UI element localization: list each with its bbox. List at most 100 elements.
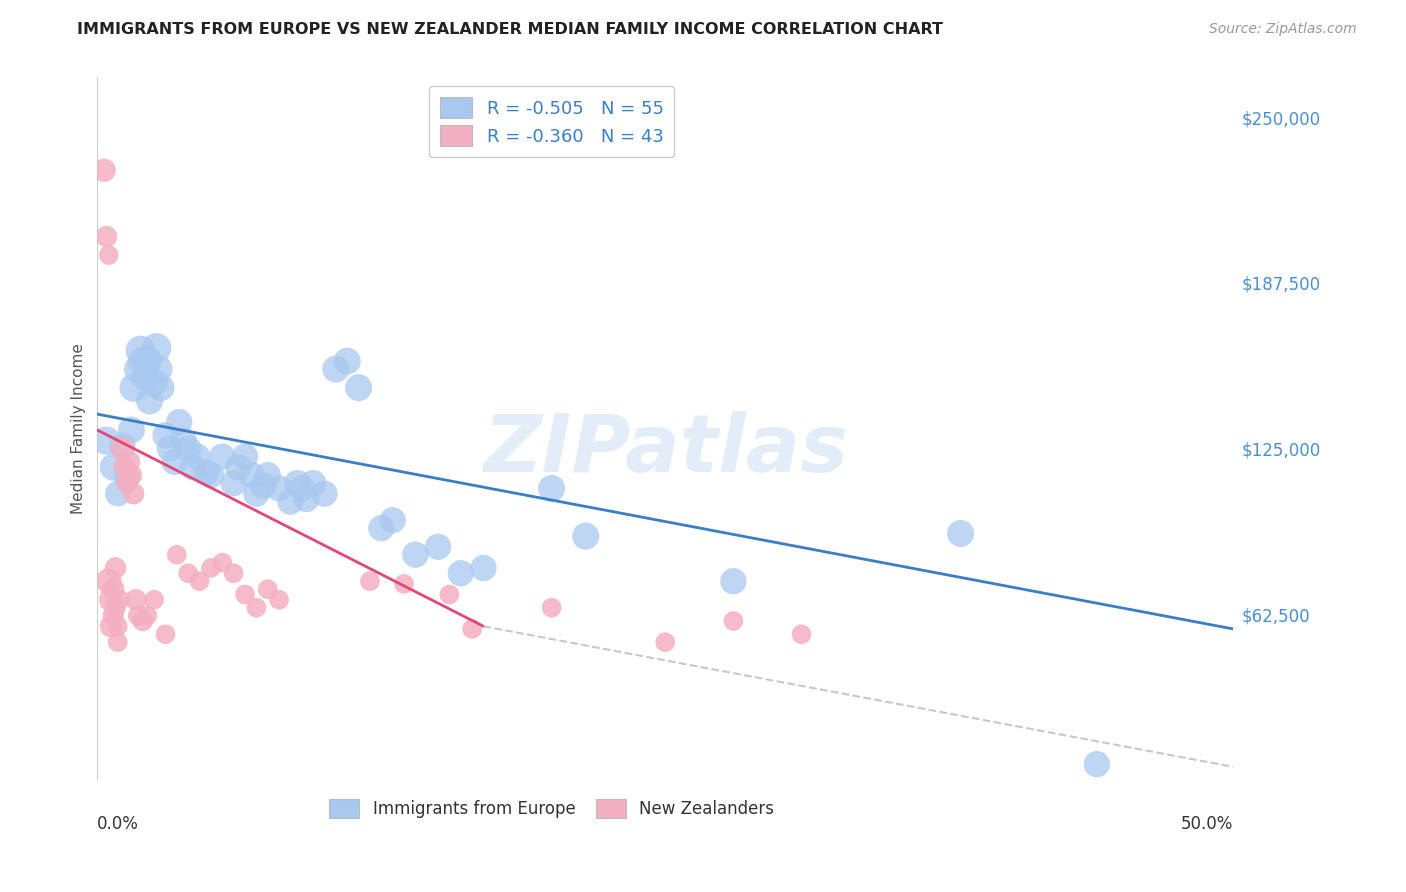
Point: [540, 600, 562, 615]
Point: [107, 486, 129, 500]
Point: [472, 561, 495, 575]
Point: [949, 526, 972, 541]
Point: [145, 341, 167, 355]
Point: [166, 548, 188, 562]
Point: [427, 540, 450, 554]
Point: [233, 450, 256, 464]
Point: [148, 362, 170, 376]
Point: [245, 486, 267, 500]
Point: [111, 442, 134, 456]
Point: [314, 486, 336, 500]
Point: [222, 566, 245, 581]
Point: [132, 614, 155, 628]
Point: [132, 354, 155, 368]
Y-axis label: Median Family Income: Median Family Income: [72, 343, 86, 514]
Point: [114, 460, 136, 475]
Point: [195, 466, 218, 480]
Point: [111, 439, 134, 453]
Point: [177, 442, 200, 456]
Point: [267, 482, 290, 496]
Point: [181, 460, 204, 475]
Point: [381, 513, 404, 527]
Point: [122, 381, 145, 395]
Point: [100, 592, 122, 607]
Point: [252, 479, 274, 493]
Point: [267, 592, 290, 607]
Point: [256, 468, 278, 483]
Point: [188, 574, 211, 589]
Point: [104, 561, 127, 575]
Point: [127, 362, 149, 376]
Point: [450, 566, 472, 581]
Point: [245, 600, 267, 615]
Point: [167, 415, 190, 429]
Point: [285, 476, 308, 491]
Point: [108, 592, 131, 607]
Point: [404, 548, 426, 562]
Point: [122, 486, 145, 500]
Point: [143, 592, 166, 607]
Point: [291, 482, 314, 496]
Point: [107, 635, 129, 649]
Text: ZIPatlas: ZIPatlas: [482, 411, 848, 489]
Point: [120, 468, 142, 483]
Point: [127, 608, 149, 623]
Point: [136, 354, 159, 368]
Point: [200, 561, 222, 575]
Point: [177, 566, 200, 581]
Point: [129, 343, 152, 358]
Point: [654, 635, 676, 649]
Point: [96, 229, 118, 244]
Point: [115, 476, 138, 491]
Point: [240, 468, 263, 483]
Point: [134, 370, 156, 384]
Point: [211, 556, 233, 570]
Point: [173, 434, 195, 448]
Legend: Immigrants from Europe, New Zealanders: Immigrants from Europe, New Zealanders: [323, 792, 780, 824]
Point: [103, 608, 125, 623]
Point: [392, 577, 415, 591]
Point: [461, 622, 484, 636]
Point: [149, 381, 172, 395]
Point: [280, 494, 302, 508]
Point: [295, 491, 318, 506]
Point: [370, 521, 392, 535]
Point: [143, 376, 166, 390]
Point: [336, 354, 359, 368]
Point: [222, 476, 245, 491]
Point: [136, 608, 159, 623]
Point: [359, 574, 381, 589]
Point: [103, 582, 125, 596]
Point: [155, 627, 177, 641]
Point: [120, 423, 142, 437]
Point: [186, 450, 208, 464]
Point: [125, 592, 148, 607]
Point: [97, 574, 120, 589]
Point: [200, 468, 222, 483]
Point: [115, 471, 138, 485]
Point: [226, 460, 249, 475]
Text: IMMIGRANTS FROM EUROPE VS NEW ZEALANDER MEDIAN FAMILY INCOME CORRELATION CHART: IMMIGRANTS FROM EUROPE VS NEW ZEALANDER …: [77, 22, 943, 37]
Point: [107, 619, 129, 633]
Point: [575, 529, 598, 543]
Point: [93, 163, 115, 178]
Point: [104, 600, 127, 615]
Point: [723, 614, 745, 628]
Point: [256, 582, 278, 596]
Text: 50.0%: 50.0%: [1181, 815, 1233, 833]
Point: [97, 248, 120, 262]
Point: [540, 482, 562, 496]
Point: [439, 587, 461, 601]
Point: [96, 434, 118, 448]
Point: [118, 455, 141, 469]
Point: [138, 393, 160, 408]
Point: [155, 428, 177, 442]
Point: [1085, 757, 1108, 772]
Point: [100, 619, 122, 633]
Point: [790, 627, 813, 641]
Point: [163, 455, 186, 469]
Point: [325, 362, 347, 376]
Point: [723, 574, 745, 589]
Point: [233, 587, 256, 601]
Point: [347, 381, 370, 395]
